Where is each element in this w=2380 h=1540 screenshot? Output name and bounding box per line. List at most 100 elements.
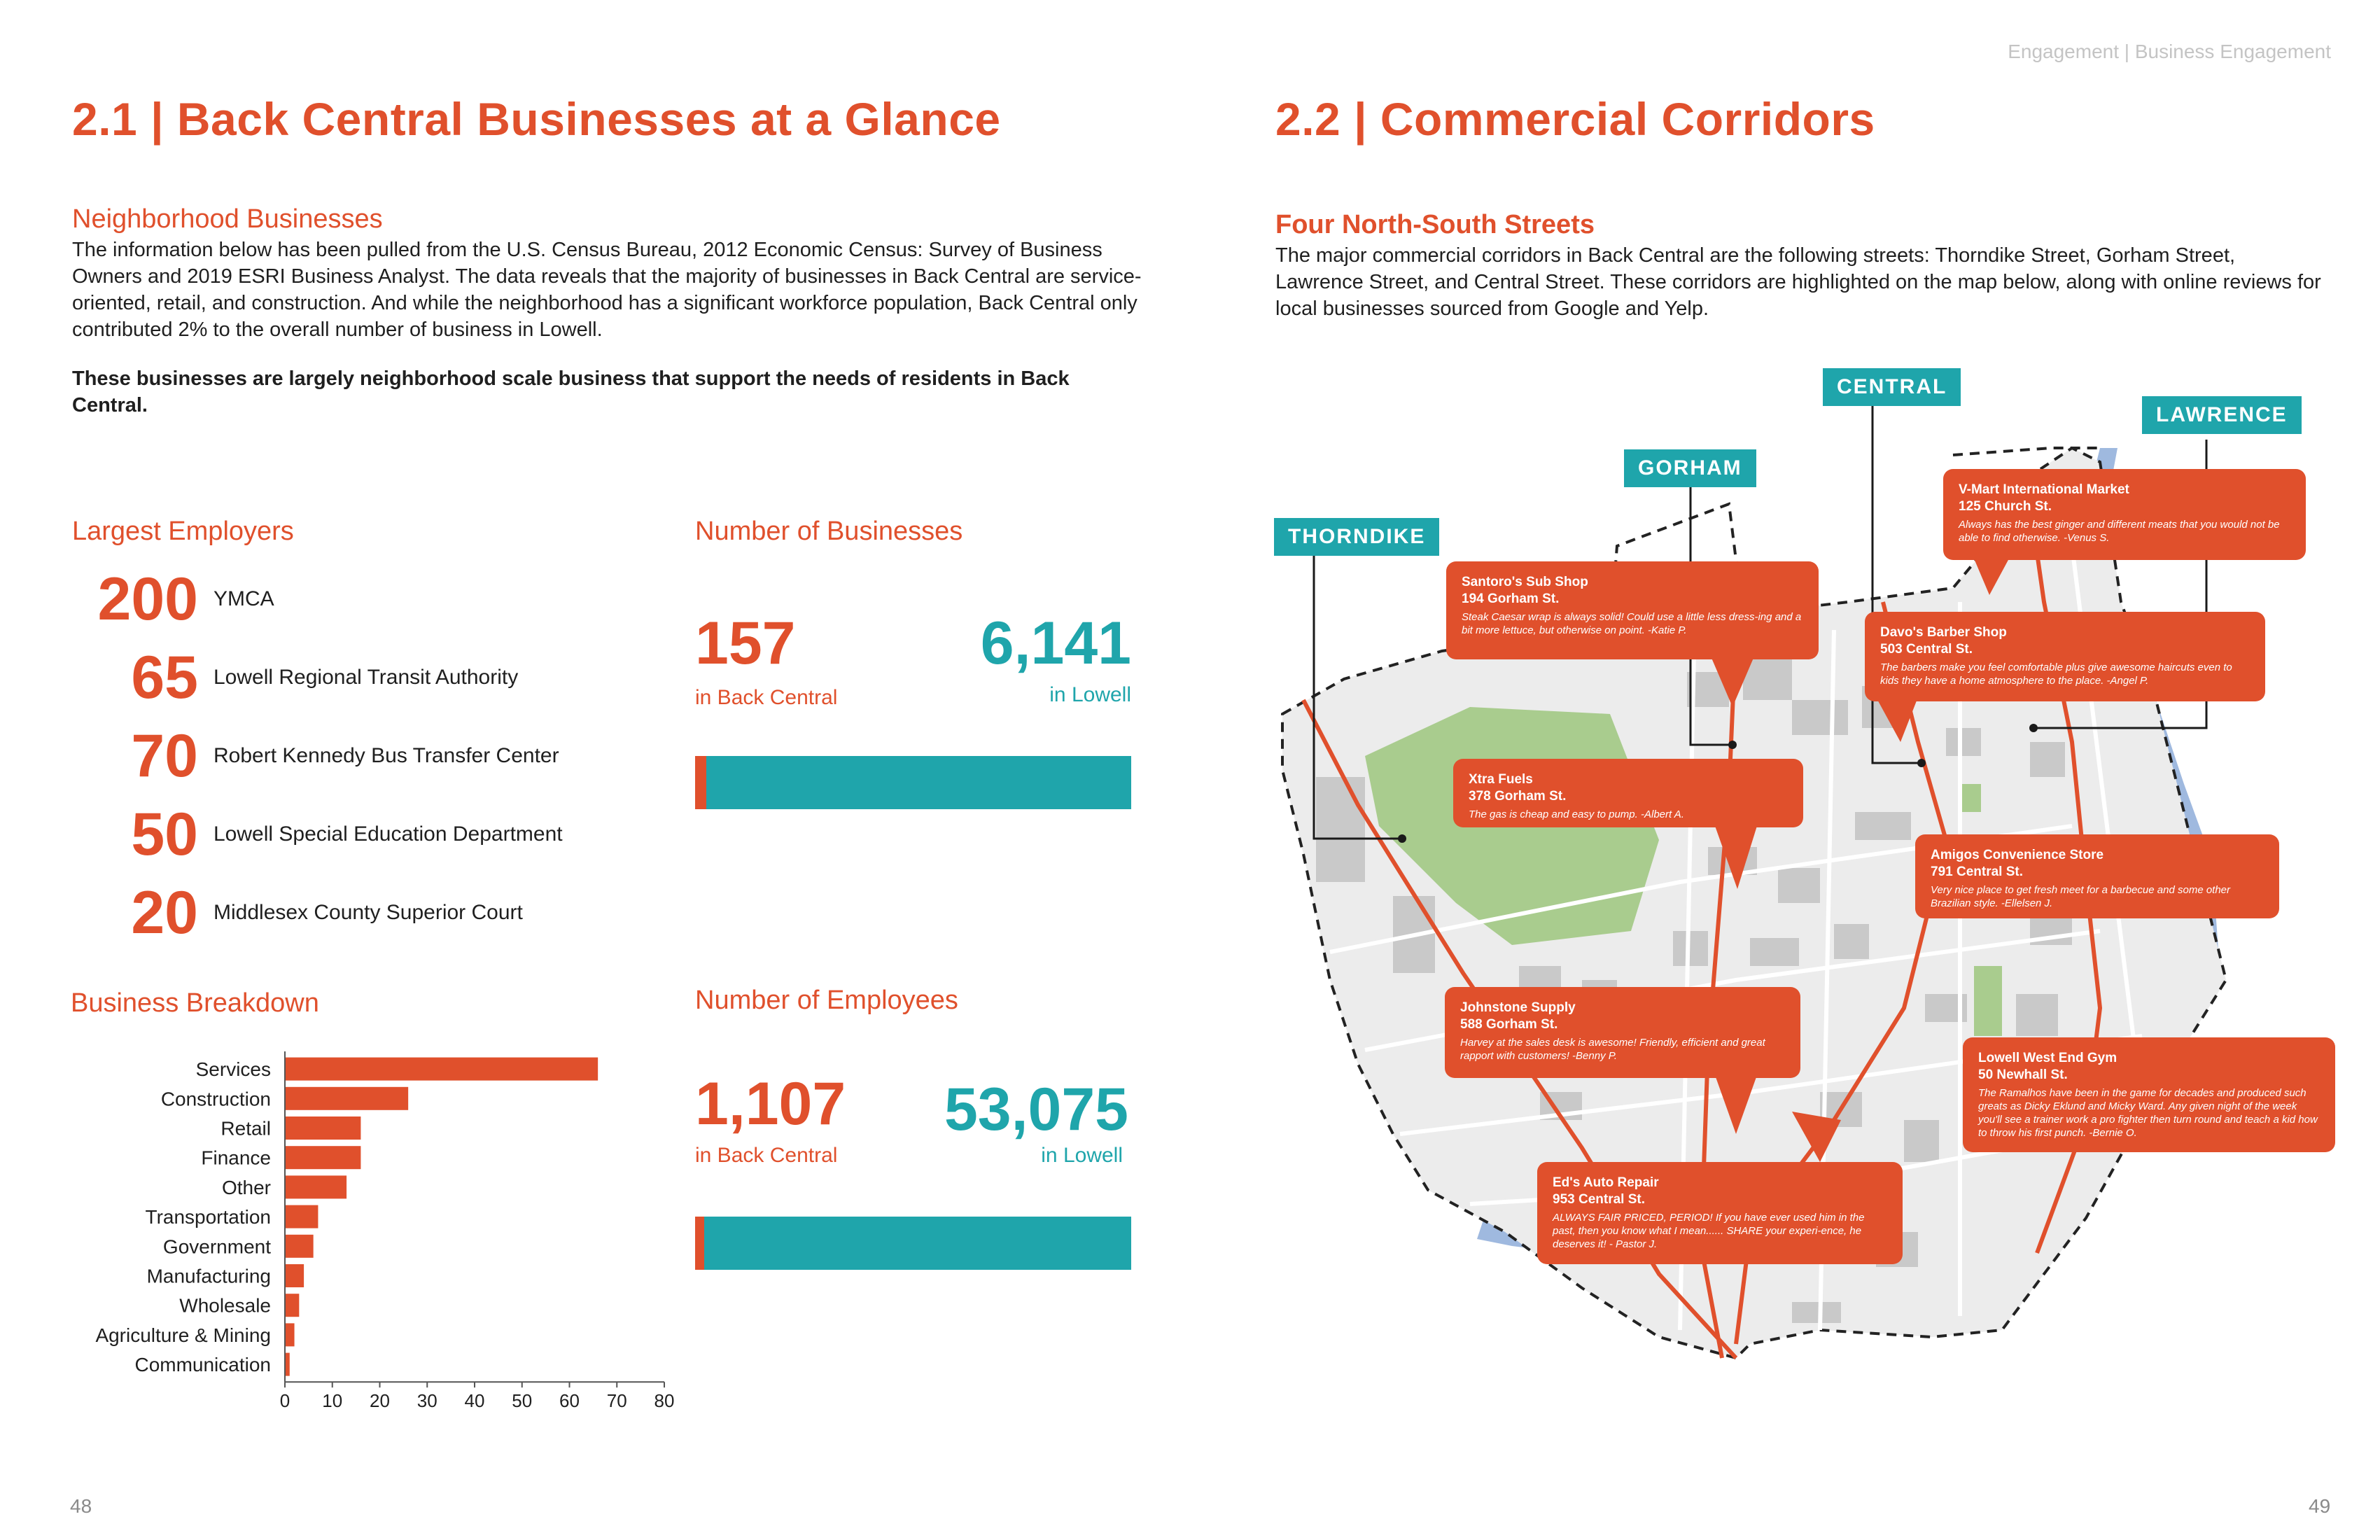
chart-x-tick-label: 20 [370,1390,390,1411]
employer-name: Lowell Regional Transit Authority [214,666,519,689]
review-business-address: 791 Central St. [1931,864,2023,879]
review-business-name: Johnstone Supply [1460,1000,1576,1015]
employer-count: 65 [131,643,198,711]
review-text: Harvey at the sales desk is awesome! Fri… [1460,1037,1765,1062]
page-number-right: 49 [2309,1495,2331,1517]
businesses-lowell-label: in Lowell [1049,683,1131,706]
largest-employers-list: 200 YMCA 65 Lowell Regional Transit Auth… [72,560,618,952]
chart-x-tick-label: 70 [607,1390,627,1411]
chart-category-label: Transportation [146,1206,272,1228]
chart-x-tick-label: 80 [654,1390,675,1411]
employer-row: 20 Middlesex County Superior Court [72,874,618,952]
page-number-left: 48 [70,1495,92,1517]
review-text: The barbers make you feel comfortable pl… [1880,662,2232,687]
chart-x-tick-label: 0 [280,1390,290,1411]
review-business-name: Davo's Barber Shop [1880,625,2007,640]
park-small-2 [1960,784,1981,812]
chart-x-tick-label: 10 [322,1390,342,1411]
review-business-name: Ed's Auto Repair [1553,1175,1659,1190]
business-breakdown-heading: Business Breakdown [71,988,319,1018]
employer-count: 200 [97,565,199,633]
review-callout-amigos: Amigos Convenience Store 791 Central St.… [1915,834,2279,918]
largest-employers-heading: Largest Employers [72,517,294,546]
chart-bar [285,1352,290,1376]
chart-bar [285,1146,361,1170]
chart-category-label: Agriculture & Mining [95,1324,271,1346]
employer-name: Robert Kennedy Bus Transfer Center [214,744,559,767]
chart-category-label: Retail [220,1118,271,1140]
review-text: Steak Caesar wrap is always solid! Could… [1462,611,1802,636]
street-tag-gorham: GORHAM [1624,449,1756,487]
review-callout-johnstone: Johnstone Supply 588 Gorham St. Harvey a… [1445,987,1800,1078]
chart-bar [285,1234,314,1258]
review-text: The gas is cheap and easy to pump. -Albe… [1469,808,1684,820]
chart-x-tick-label: 40 [465,1390,485,1411]
neighborhood-paragraph: The information below has been pulled fr… [72,239,1142,341]
chart-category-label: Construction [161,1088,271,1110]
chart-category-label: Services [196,1058,271,1080]
chart-bar [285,1086,409,1110]
employees-share-bar [695,1217,1131,1270]
review-callout-xtra-fuels: Xtra Fuels 378 Gorham St. The gas is che… [1453,759,1803,827]
employer-count: 70 [131,722,198,790]
chart-category-label: Other [222,1177,271,1198]
chart-x-tick-label: 50 [512,1390,532,1411]
chart-category-label: Wholesale [179,1295,271,1317]
review-business-name: V-Mart International Market [1959,482,2129,497]
park-small [1974,966,2002,1036]
review-text: Always has the best ginger and different… [1959,519,2280,544]
employer-row: 70 Robert Kennedy Bus Transfer Center [72,717,618,795]
review-business-address: 953 Central St. [1553,1192,1645,1207]
callout-pointers [1712,559,2009,1162]
number-of-employees-heading: Number of Employees [695,986,958,1015]
review-business-address: 125 Church St. [1959,499,2052,514]
review-business-name: Xtra Fuels [1469,772,1533,787]
review-business-name: Amigos Convenience Store [1931,848,2104,862]
employees-back-central-label: in Back Central [695,1144,838,1167]
chart-bar [285,1205,318,1228]
chart-x-tick-label: 60 [559,1390,580,1411]
review-business-name: Santoro's Sub Shop [1462,575,1588,589]
businesses-back-central-label: in Back Central [695,686,838,709]
business-breakdown-chart: Services Construction Retail Finance Other Tr… [95,1051,675,1411]
review-business-address: 378 Gorham St. [1469,789,1567,804]
neighborhood-businesses-heading: Neighborhood Businesses [72,204,383,234]
chart-bar [285,1175,347,1199]
employees-lowell-value: 53,075 [944,1076,1128,1143]
chart-category-label: Manufacturing [147,1266,271,1287]
review-callout-davos: Davo's Barber Shop 503 Central St. The b… [1865,612,2265,701]
chart-x-tick-label: 30 [417,1390,438,1411]
employer-name: Lowell Special Education Department [214,822,563,846]
employer-name: Middlesex County Superior Court [214,901,523,924]
employees-lowell-label: in Lowell [1041,1144,1123,1167]
number-of-businesses-heading: Number of Businesses [695,517,963,546]
employer-row: 50 Lowell Special Education Department [72,795,618,874]
employees-back-central-value: 1,107 [695,1070,846,1138]
businesses-share-fill [695,756,706,809]
employees-share-fill [695,1217,705,1270]
buildings [1316,658,2072,1323]
employer-count: 50 [131,800,198,868]
corridors-heading: Four North-South Streets [1275,210,1595,239]
review-business-address: 503 Central St. [1880,642,1973,657]
chart-bar [285,1116,361,1140]
chart-bar [285,1264,304,1287]
street-tag-lawrence: LAWRENCE [2142,396,2302,434]
businesses-share-bar [695,756,1131,809]
neighborhood-bold-paragraph: These businesses are largely neighborhoo… [72,368,1070,416]
review-callout-west-end-gym: Lowell West End Gym 50 Newhall St. The R… [1963,1037,2335,1152]
street-tag-thorndike: THORNDIKE [1274,518,1440,556]
review-business-address: 50 Newhall St. [1978,1068,2068,1082]
review-text: Very nice place to get fresh meet for a … [1931,884,2231,909]
review-business-address: 588 Gorham St. [1460,1017,1558,1032]
review-business-name: Lowell West End Gym [1978,1051,2118,1065]
corridors-paragraph: The major commercial corridors in Back C… [1275,244,2321,320]
leader-dots [1398,724,2038,843]
review-text: The Ramalhos have been in the game for d… [1978,1087,2318,1139]
businesses-back-central-value: 157 [695,610,796,677]
employer-count: 20 [131,878,198,946]
right-page-title: 2.2 | Commercial Corridors [1275,93,1875,145]
review-callout-eds-auto: Ed's Auto Repair 953 Central St. ALWAYS … [1537,1162,1903,1264]
running-header: Engagement | Business Engagement [2008,41,2331,62]
chart-category-label: Communication [134,1354,271,1376]
